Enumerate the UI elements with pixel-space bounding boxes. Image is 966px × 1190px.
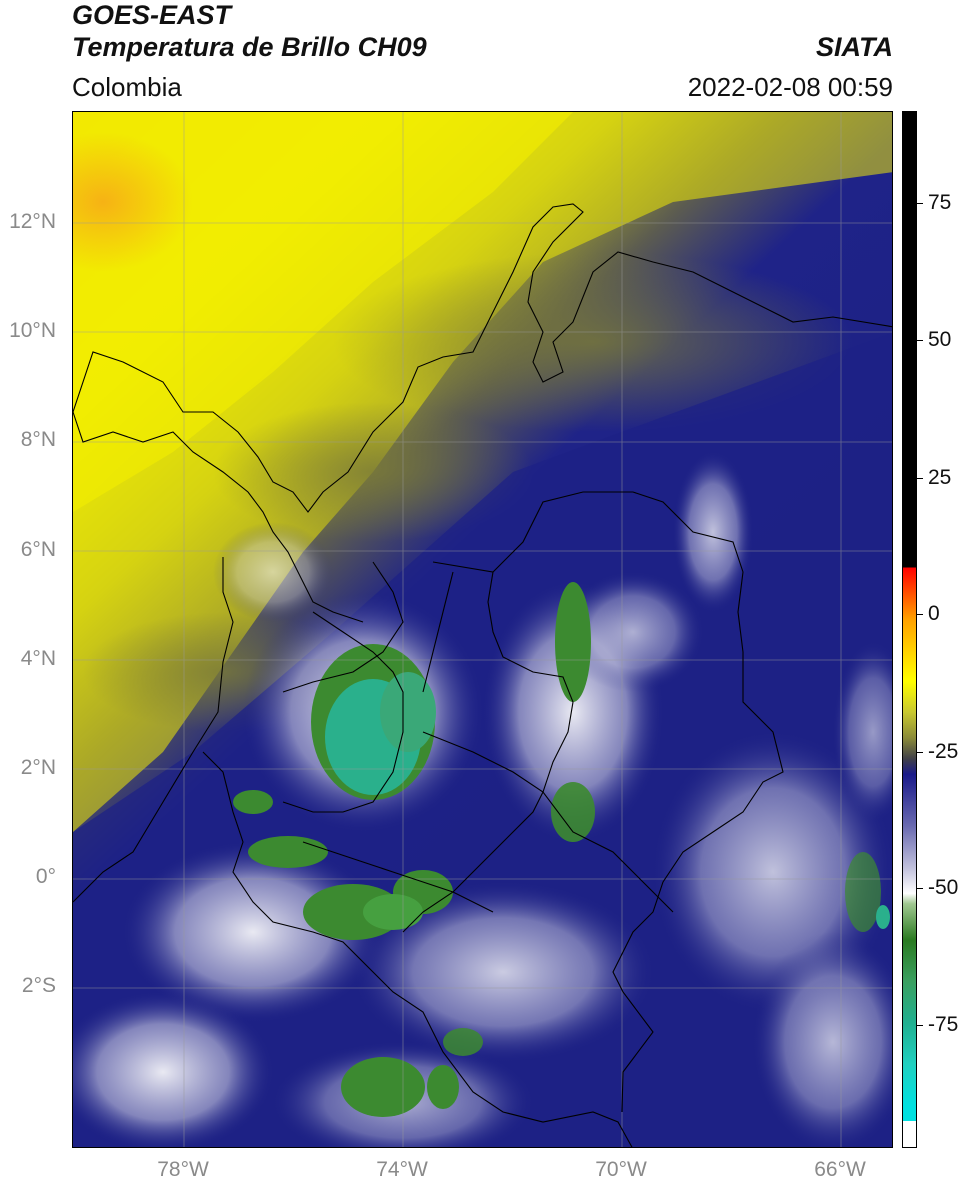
colorbar-tick-0 bbox=[917, 614, 923, 615]
lon-label-66w: 66°W bbox=[814, 1158, 866, 1181]
lat-label-8n: 8°N bbox=[20, 428, 56, 451]
colorbar-tick-minus25 bbox=[917, 752, 923, 753]
colorbar-tick-minus75 bbox=[917, 1025, 923, 1026]
satellite-map[interactable] bbox=[72, 111, 893, 1148]
product-title: Temperatura de Brillo CH09 bbox=[72, 32, 427, 62]
colorbar-label-50: 50 bbox=[928, 328, 952, 351]
lat-label-4n: 4°N bbox=[20, 647, 56, 670]
colorbar-label-minus75: -75 bbox=[928, 1013, 959, 1036]
colorbar-tick-50 bbox=[917, 340, 923, 341]
lon-label-74w: 74°W bbox=[376, 1158, 428, 1181]
lon-label-78w: 78°W bbox=[157, 1158, 209, 1181]
lat-label-6n: 6°N bbox=[20, 538, 56, 561]
organization-label: SIATA bbox=[816, 32, 893, 62]
lat-label-2n: 2°N bbox=[20, 756, 56, 779]
colorbar-label-minus50: -50 bbox=[928, 876, 959, 899]
colorbar-label-minus25: -25 bbox=[928, 740, 959, 763]
colorbar-label-75: 75 bbox=[928, 191, 952, 214]
colorbar-tick-minus50 bbox=[917, 888, 923, 889]
lat-label-0: 0° bbox=[35, 865, 56, 888]
map-canvas bbox=[73, 112, 892, 1147]
lat-label-2s: 2°S bbox=[21, 974, 56, 997]
lon-label-70w: 70°W bbox=[595, 1158, 647, 1181]
lat-label-10n: 10°N bbox=[9, 319, 56, 342]
colorbar-tick-25 bbox=[917, 478, 923, 479]
country-borders bbox=[73, 203, 892, 1147]
colorbar-label-0: 0 bbox=[928, 602, 940, 625]
colorbar-tick-75 bbox=[917, 203, 923, 204]
satellite-title: GOES-EAST bbox=[72, 0, 232, 30]
region-label: Colombia bbox=[72, 72, 182, 102]
lat-label-12n: 12°N bbox=[9, 210, 56, 233]
datetime-label: 2022-02-08 00:59 bbox=[687, 72, 893, 102]
temperature-colorbar bbox=[902, 111, 917, 1148]
colorbar-label-25: 25 bbox=[928, 466, 952, 489]
